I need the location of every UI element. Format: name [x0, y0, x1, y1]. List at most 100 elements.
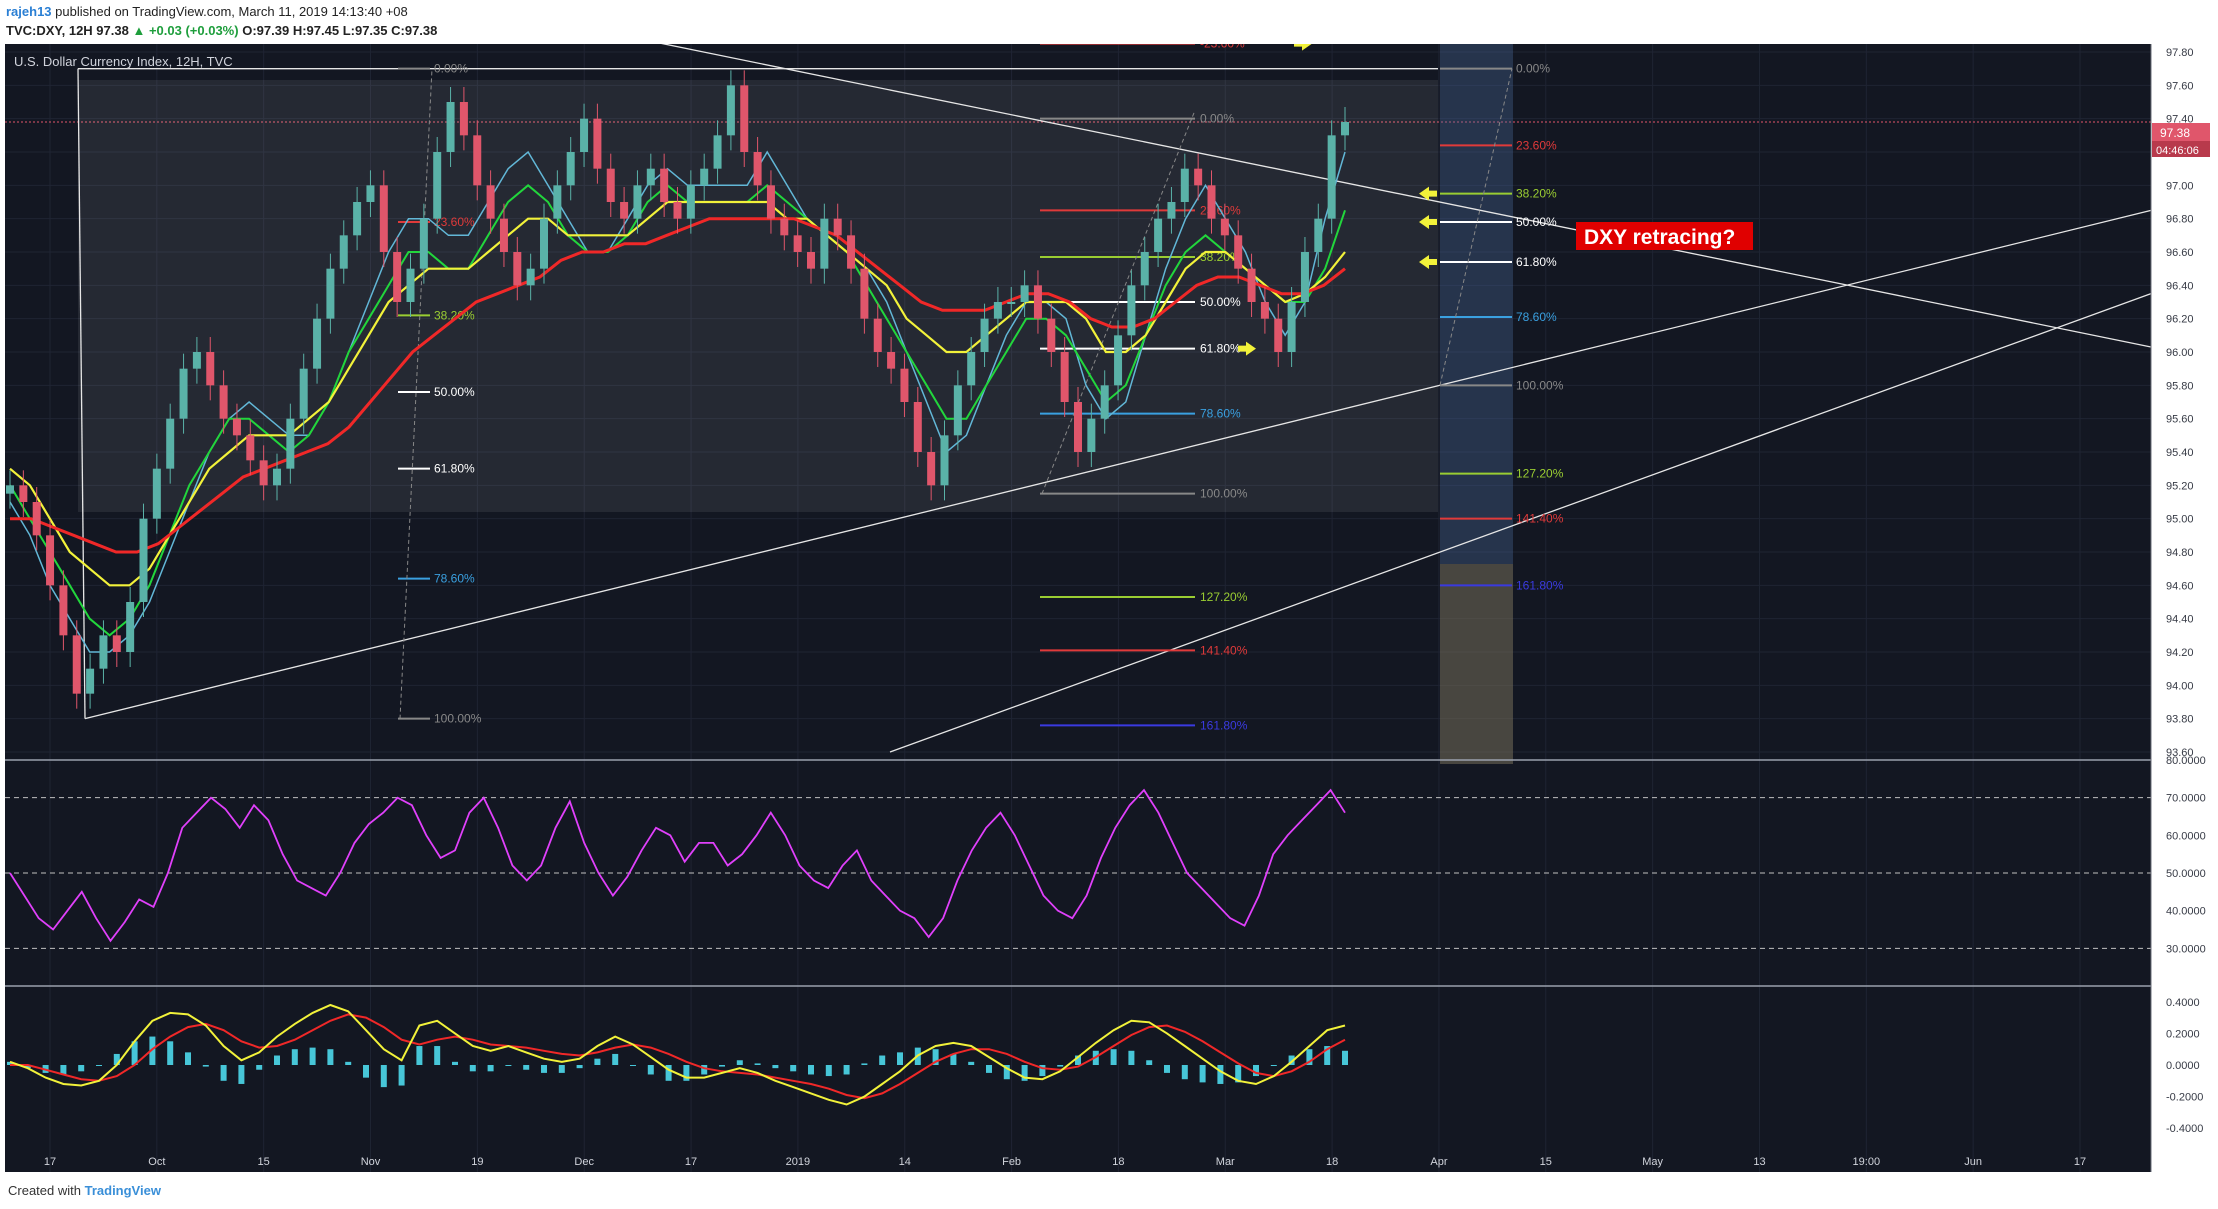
candle-body [887, 352, 896, 369]
fib-left-label: 50.00% [434, 385, 475, 399]
macd-histogram-bar [612, 1053, 619, 1065]
macd-histogram-bar [630, 1065, 636, 1066]
macd-histogram-bar [96, 1065, 102, 1066]
macd-histogram-bar [950, 1053, 957, 1065]
annotation-label[interactable]: DXY retracing? [1576, 222, 1753, 250]
candle-body [19, 485, 28, 502]
time-tick-label: 17 [44, 1156, 56, 1168]
time-tick-label: Mar [1216, 1156, 1235, 1168]
macd-histogram-bar [1288, 1055, 1295, 1065]
rsi-tick-label: 50.0000 [2166, 868, 2206, 880]
candle-body [433, 152, 442, 219]
price-tick-label: 96.20 [2166, 314, 2194, 326]
tradingview-logo-text[interactable]: TradingView [84, 1183, 161, 1198]
candle-body [1020, 285, 1029, 302]
macd-histogram-bar [469, 1065, 476, 1072]
symbol-price: TVC:DXY, 12H 97.38 [6, 23, 129, 38]
macd-histogram-bar [968, 1061, 975, 1065]
candle-body [1287, 302, 1296, 352]
macd-histogram-bar [843, 1065, 850, 1075]
price-tick-label: 95.00 [2166, 514, 2194, 526]
price-tick-label: 95.40 [2166, 447, 2194, 459]
fib-retracements[interactable]: 0.00% 23.60% 38.20% 50.00% 61.80% 78.60% 100.0… [398, 44, 1564, 732]
ohlc-open: O:97.39 [242, 23, 290, 38]
ohlc-low: L:97.35 [342, 23, 388, 38]
candle-body [139, 518, 148, 602]
macd-histogram-bar [452, 1061, 458, 1065]
candle-body [1007, 302, 1016, 304]
macd-histogram-bar [363, 1065, 369, 1078]
fib-left-label: 61.80% [434, 462, 475, 476]
macd-histogram-bar [523, 1065, 530, 1070]
price-tick-label: 93.60 [2166, 747, 2194, 759]
countdown-box [2152, 141, 2210, 157]
macd-histogram-bar [380, 1065, 387, 1088]
fib-right-label: 61.80% [1516, 255, 1557, 269]
candle-body [673, 202, 682, 219]
macd-histogram-bar [505, 1065, 512, 1066]
left-arrow-icon [1419, 215, 1437, 229]
rsi-line [9, 788, 1346, 943]
last-price-value: 97.38 [2160, 126, 2190, 140]
candle-body [179, 368, 188, 419]
candle-body [313, 318, 322, 369]
candle-body [1167, 202, 1176, 219]
chart-canvas[interactable]: 0.00% 23.60% 38.20% 50.00% 61.80% 78.60% 100.0… [0, 44, 2218, 1179]
rsi-tick-label: 70.0000 [2166, 793, 2206, 805]
candle-body [406, 268, 415, 302]
candle-body [1274, 318, 1283, 352]
macd-histogram-bar [291, 1049, 298, 1065]
candle-body [553, 185, 562, 219]
price-tick-label: 96.40 [2166, 280, 2194, 292]
candle-body [393, 252, 402, 302]
fib-mid-trend [1041, 110, 1196, 494]
macd-histogram-bar [434, 1046, 441, 1065]
candle-body [820, 218, 829, 269]
rsi-tick-label: 60.0000 [2166, 830, 2206, 842]
price-tick-label: 96.80 [2166, 214, 2194, 226]
macd-tick-label: -0.2000 [2166, 1092, 2203, 1104]
candle-body [326, 268, 335, 319]
trendlines[interactable] [77, 44, 2152, 753]
time-axis[interactable]: 17 Oct 15 Nov 19 Dec 17 2019 14 Feb 18 Mar 18 Apr 15 Ma… [44, 1156, 2086, 1168]
author-name[interactable]: rajeh13 [6, 4, 52, 19]
fib-mid-label: 50.00% [1200, 295, 1241, 309]
time-tick-label: Jun [1964, 1156, 1982, 1168]
candle-body [379, 185, 388, 252]
fib-mid-label: -23.60% [1200, 44, 1245, 51]
macd-histogram-bar [24, 1065, 31, 1069]
macd-histogram-bar [238, 1065, 245, 1084]
macd-histogram-bar [665, 1065, 672, 1081]
candle-body [192, 352, 201, 369]
fib-mid-label: 100.00% [1200, 487, 1248, 501]
left-arrow-icon [1419, 255, 1437, 269]
price-tick-label: 95.60 [2166, 414, 2194, 426]
candle-body [793, 235, 802, 252]
macd-histogram-bar [149, 1036, 156, 1065]
macd-histogram-bar [1342, 1050, 1348, 1065]
candle-body [700, 168, 709, 186]
fib-left-trend [399, 68, 433, 719]
time-tick-label: 15 [1540, 1156, 1552, 1168]
time-tick-label: 18 [1112, 1156, 1124, 1168]
rsi-tick-label: 30.0000 [2166, 943, 2206, 955]
fib-left-label: 0.00% [434, 62, 468, 76]
time-tick-label: 13 [1753, 1156, 1765, 1168]
candle-body [526, 268, 535, 286]
macd-histogram-bar [398, 1065, 405, 1086]
macd-histogram-bar [1181, 1065, 1188, 1080]
fib-mid-label: 161.80% [1200, 718, 1248, 732]
candle-body [660, 168, 669, 202]
candle-body [633, 185, 642, 219]
macd-line [9, 1003, 1346, 1106]
macd-histogram-bar [220, 1065, 227, 1081]
candle-body [606, 168, 615, 202]
price-axis[interactable]: 97.8097.6097.4097.2097.0096.8096.6096.40… [2166, 47, 2194, 759]
annotation-text: DXY retracing? [1584, 226, 1735, 249]
macd-histogram-bar [1110, 1049, 1117, 1065]
candle-body [126, 602, 135, 652]
last-price-tag: 97.38 04:46:06 [2152, 123, 2210, 157]
time-tick-label: 17 [2074, 1156, 2086, 1168]
macd-histogram-bar [274, 1055, 280, 1065]
macd-histogram-bar [772, 1065, 779, 1069]
